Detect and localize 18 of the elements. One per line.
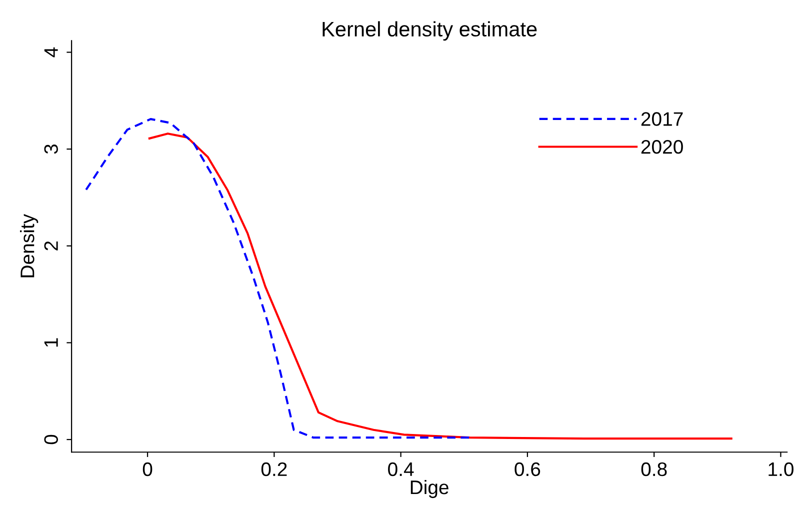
y-axis-title: Density xyxy=(20,214,38,278)
x-tick-label: 0.6 xyxy=(514,462,540,476)
x-tick-label: 0.4 xyxy=(388,462,414,476)
chart-title: Kernel density estimate xyxy=(322,21,537,41)
line-series xyxy=(148,132,732,440)
legend-label: 2020 xyxy=(641,140,683,154)
x-tick-label: 0 xyxy=(142,462,152,476)
legend-label: 2017 xyxy=(641,112,683,126)
x-tick-label: 0.8 xyxy=(641,462,667,476)
line-series xyxy=(85,118,471,439)
x-tick-label: 0.2 xyxy=(261,462,287,476)
x-axis-title: Dige xyxy=(410,480,448,498)
y-tick-label: 1 xyxy=(44,338,58,347)
y-tick-label: 0 xyxy=(44,434,58,444)
x-tick-label: 1.0 xyxy=(768,462,794,476)
y-tick-label: 2 xyxy=(44,241,58,250)
y-tick-label: 4 xyxy=(44,47,58,58)
y-tick-label: 3 xyxy=(44,144,58,154)
